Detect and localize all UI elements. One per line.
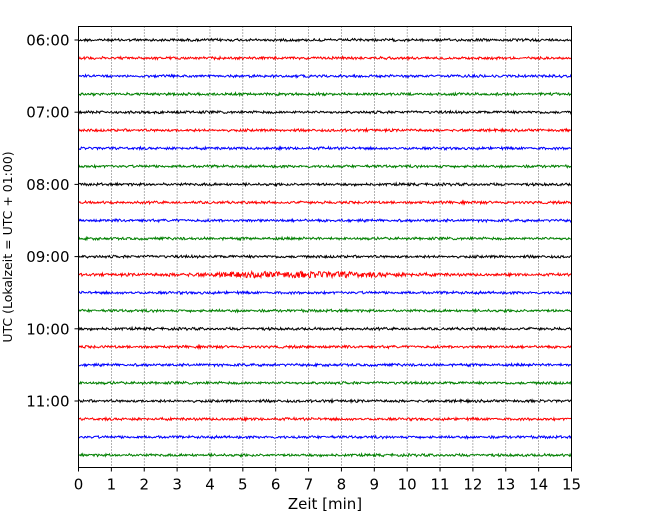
trace-line xyxy=(78,361,572,368)
x-tick-label: 0 xyxy=(74,476,84,494)
trace-line xyxy=(78,451,572,459)
x-tick-label: 9 xyxy=(370,476,380,494)
trace-line xyxy=(78,307,572,314)
x-tick-label: 14 xyxy=(529,476,548,494)
x-tick-label: 5 xyxy=(238,476,248,494)
y-axis-ticks: 06:00 07:00 08:00 09:00 10:00 11:00 xyxy=(26,32,79,411)
x-tick-label: 13 xyxy=(496,476,515,494)
x-tick-label: 4 xyxy=(205,476,215,494)
y-tick-label: 11:00 xyxy=(26,393,69,411)
x-tick-label: 10 xyxy=(398,476,417,494)
x-tick-label: 3 xyxy=(172,476,182,494)
x-tick-label: 6 xyxy=(271,476,281,494)
trace-line xyxy=(78,199,572,206)
y-tick-label: 07:00 xyxy=(26,104,69,122)
trace-line xyxy=(78,269,572,280)
x-axis-label: Zeit [min] xyxy=(288,495,362,513)
y-tick-label: 09:00 xyxy=(26,248,69,266)
trace-line xyxy=(78,181,572,188)
trace-line xyxy=(78,289,572,296)
x-tick-label: 12 xyxy=(463,476,482,494)
trace-line xyxy=(78,434,572,441)
trace-line xyxy=(78,217,572,224)
trace-line xyxy=(78,397,572,405)
y-tick-label: 10:00 xyxy=(26,320,69,338)
y-tick-label: 08:00 xyxy=(26,176,69,194)
x-tick-label: 15 xyxy=(562,476,581,494)
trace-line xyxy=(78,380,572,386)
trace-line xyxy=(78,253,572,260)
trace-line xyxy=(78,416,572,423)
x-tick-label: 2 xyxy=(139,476,149,494)
trace-line xyxy=(78,145,572,152)
x-tick-label: 8 xyxy=(337,476,347,494)
trace-line xyxy=(78,73,572,80)
y-axis-label: UTC (Lokalzeit = UTC + 01:00) xyxy=(0,151,15,342)
trace-line xyxy=(78,109,572,115)
x-tick-label: 1 xyxy=(107,476,117,494)
trace-line xyxy=(78,163,572,170)
x-axis-ticks: 0 1 2 3 4 5 6 7 8 9 10 11 12 13 14 15 xyxy=(74,467,581,494)
trace-line xyxy=(78,235,572,242)
plot-frame xyxy=(78,26,572,468)
trace-line xyxy=(78,90,572,98)
x-tick-label: 11 xyxy=(430,476,449,494)
seismogram-traces xyxy=(78,37,572,459)
trace-line xyxy=(78,126,572,134)
y-tick-label: 06:00 xyxy=(26,32,69,50)
trace-line xyxy=(78,37,572,43)
trace-line xyxy=(78,55,572,62)
trace-line xyxy=(78,343,572,351)
x-tick-label: 7 xyxy=(304,476,314,494)
trace-line xyxy=(78,325,572,332)
